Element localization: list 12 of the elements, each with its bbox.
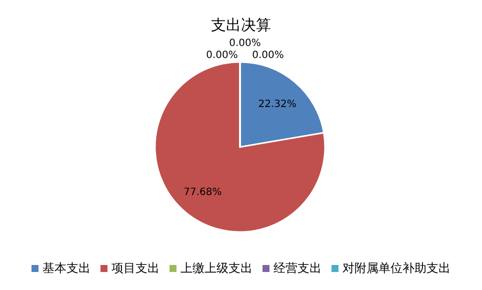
legend-label: 项目支出 — [112, 261, 160, 275]
legend-label: 基本支出 — [42, 261, 90, 275]
data-label: 22.32% — [258, 98, 296, 110]
legend-label: 上缴上级支出 — [180, 261, 252, 275]
legend-label: 对附属单位补助支出 — [342, 261, 450, 275]
pie-slice — [154, 61, 326, 233]
text: 0.00% — [229, 38, 261, 49]
data-label: 77.68% — [184, 187, 222, 198]
legend-label: 经营支出 — [274, 261, 322, 275]
text: 0.00% — [206, 50, 238, 61]
text: 0.00% — [252, 50, 284, 61]
chart-title: 支出决算 — [211, 16, 271, 34]
